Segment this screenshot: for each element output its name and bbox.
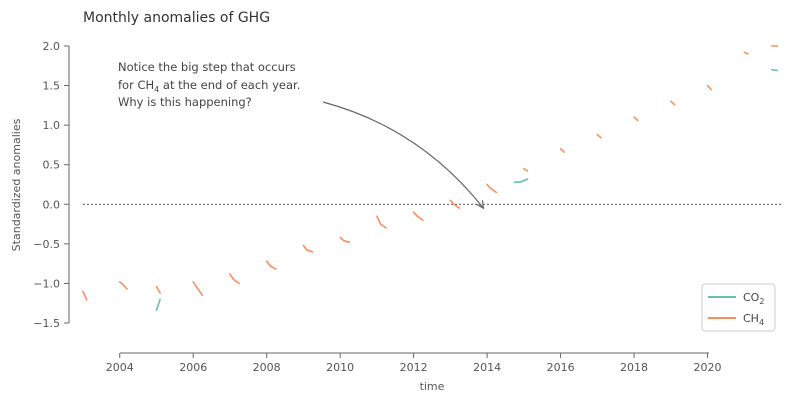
legend-box xyxy=(701,283,776,332)
legend-label-ch4: CH4 xyxy=(743,312,764,327)
x-tick-label: 2012 xyxy=(400,361,428,374)
y-tick-label: 1.0 xyxy=(43,119,61,132)
x-axis-label: time xyxy=(420,380,445,393)
legend-label-co2-name: CO xyxy=(743,291,760,304)
y-tick-label: −0.5 xyxy=(33,238,60,251)
legend-label-ch4-sub: 4 xyxy=(759,318,764,327)
y-ticks: −1.5 −1.0 −0.5 0.0 0.5 1.0 1.5 2.0 xyxy=(33,40,69,330)
y-axis-label: Standardized anomalies xyxy=(10,118,23,251)
x-tick-label: 2010 xyxy=(326,361,354,374)
chart-title: Monthly anomalies of GHG xyxy=(83,10,270,26)
series-line-co2 xyxy=(155,68,779,312)
annotation-line-2-start: for CH xyxy=(118,78,154,92)
x-tick-label: 2016 xyxy=(547,361,575,374)
x-tick-label: 2008 xyxy=(253,361,281,374)
x-tick-label: 2018 xyxy=(620,361,648,374)
x-tick-label: 2004 xyxy=(106,361,134,374)
x-tick-label: 2020 xyxy=(694,361,722,374)
y-tick-label: 0.0 xyxy=(43,198,61,211)
annotation-arrowhead xyxy=(476,200,485,210)
y-tick-label: 0.5 xyxy=(43,159,61,172)
y-tick-label: 1.5 xyxy=(43,80,61,93)
x-tick-label: 2014 xyxy=(473,361,501,374)
legend: CO2 CH4 xyxy=(701,283,776,332)
annotation-line-2-end: at the end of each year. xyxy=(159,78,300,92)
x-tick-label: 2006 xyxy=(179,361,207,374)
annotation-line-2: for CH4 at the end of each year. xyxy=(118,78,300,94)
annotation: Notice the big step that occurs for CH4 … xyxy=(118,60,485,210)
annotation-subscript: 4 xyxy=(154,85,159,94)
annotation-line-1: Notice the big step that occurs xyxy=(118,60,296,74)
legend-label-co2-sub: 2 xyxy=(759,297,764,306)
legend-label-ch4-name: CH xyxy=(743,312,759,325)
annotation-line-3: Why is this happening? xyxy=(118,95,252,109)
y-tick-label: −1.5 xyxy=(33,317,60,330)
annotation-arrow xyxy=(322,101,484,209)
axes xyxy=(68,46,709,354)
legend-label-co2: CO2 xyxy=(743,291,764,306)
x-ticks: 2004 2006 2008 2010 2012 2014 2016 2018 2020 xyxy=(106,353,722,374)
y-tick-label: 2.0 xyxy=(43,40,61,53)
series-line-ch4 xyxy=(82,45,779,301)
series-layer xyxy=(82,45,779,312)
y-tick-label: −1.0 xyxy=(33,277,60,290)
